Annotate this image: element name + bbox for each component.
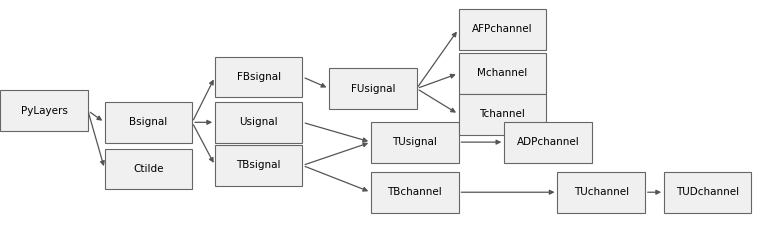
FancyBboxPatch shape — [215, 102, 303, 143]
Text: TUDchannel: TUDchannel — [677, 187, 739, 197]
Text: AFPchannel: AFPchannel — [472, 24, 533, 34]
Text: Bsignal: Bsignal — [129, 117, 167, 127]
Text: TBsignal: TBsignal — [237, 161, 281, 170]
Text: PyLayers: PyLayers — [21, 106, 68, 116]
FancyBboxPatch shape — [371, 172, 458, 212]
FancyBboxPatch shape — [371, 122, 458, 163]
Text: Usignal: Usignal — [240, 117, 278, 127]
FancyBboxPatch shape — [557, 172, 645, 212]
FancyBboxPatch shape — [1, 90, 88, 131]
Text: ADPchannel: ADPchannel — [517, 137, 579, 147]
FancyBboxPatch shape — [215, 145, 303, 186]
FancyBboxPatch shape — [458, 53, 546, 94]
Text: TUsignal: TUsignal — [393, 137, 437, 147]
FancyBboxPatch shape — [215, 56, 303, 97]
FancyBboxPatch shape — [664, 172, 752, 212]
Text: TBchannel: TBchannel — [387, 187, 442, 197]
FancyBboxPatch shape — [458, 94, 546, 135]
Text: TUchannel: TUchannel — [574, 187, 629, 197]
Text: Ctilde: Ctilde — [133, 164, 164, 174]
FancyBboxPatch shape — [105, 149, 192, 189]
FancyBboxPatch shape — [329, 68, 417, 109]
Text: Tchannel: Tchannel — [479, 109, 525, 119]
Text: FBsignal: FBsignal — [237, 72, 281, 82]
Text: Mchannel: Mchannel — [477, 69, 527, 78]
FancyBboxPatch shape — [105, 102, 192, 143]
FancyBboxPatch shape — [458, 9, 546, 50]
Text: FUsignal: FUsignal — [351, 84, 395, 93]
FancyBboxPatch shape — [504, 122, 592, 163]
